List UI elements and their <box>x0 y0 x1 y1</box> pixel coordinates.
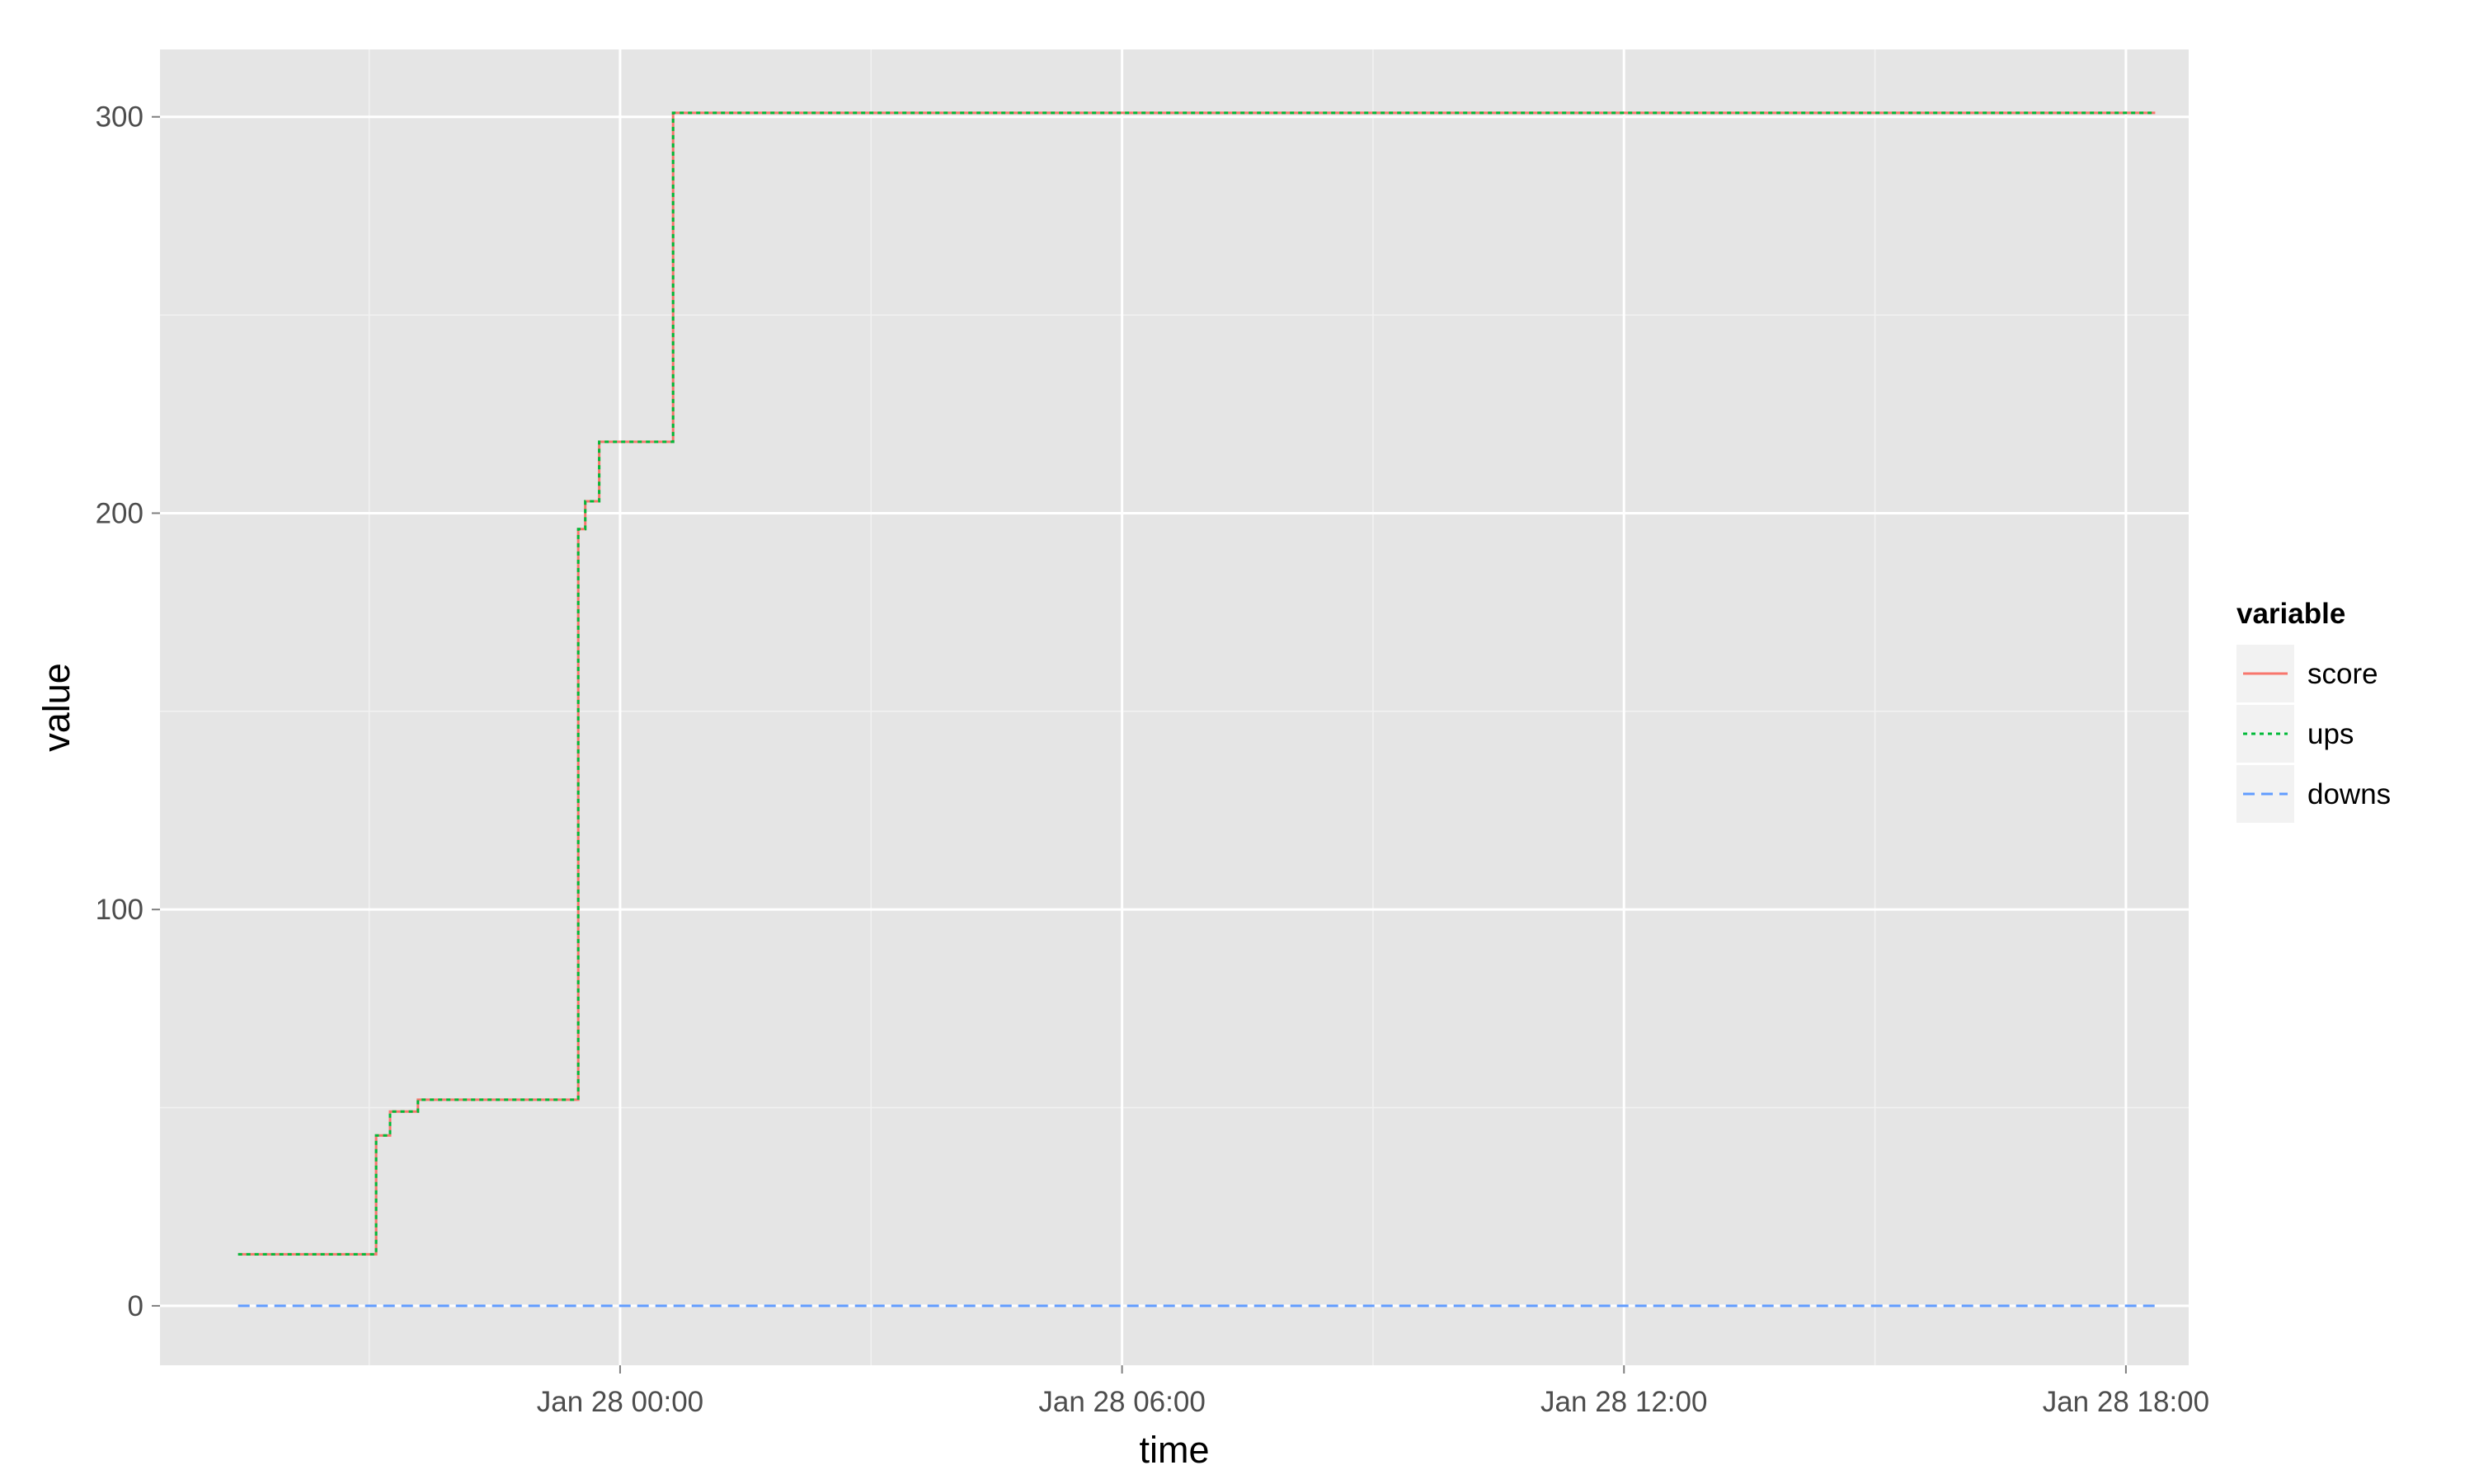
y-tick-label: 300 <box>96 101 143 134</box>
major-grid-x <box>618 49 2128 1365</box>
y-tick-label: 0 <box>128 1290 143 1322</box>
x-tick-label: Jan 28 18:00 <box>2043 1386 2209 1418</box>
y-axis: 0 100 200 300 <box>96 101 160 1322</box>
series-line-ups <box>238 111 2156 1256</box>
y-axis-title: value <box>35 663 78 752</box>
x-axis-title: time <box>1139 1429 1209 1471</box>
legend-label-score: score <box>2307 658 2378 690</box>
x-axis: Jan 28 00:00 Jan 28 06:00 Jan 28 12:00 Jan … <box>537 1365 2209 1418</box>
legend: variable score ups downs <box>2236 598 2391 823</box>
minor-grid-y <box>160 314 2189 1109</box>
legend-items: score ups downs <box>2236 645 2391 823</box>
x-tick-label: Jan 28 06:00 <box>1038 1386 1205 1418</box>
major-grid-y <box>160 115 2189 1308</box>
y-tick-label: 200 <box>96 497 143 529</box>
plot-background <box>160 49 2189 1365</box>
minor-grid-x <box>368 49 1876 1365</box>
legend-label-ups: ups <box>2307 718 2354 750</box>
y-tick-label: 100 <box>96 894 143 926</box>
x-tick-label: Jan 28 00:00 <box>537 1386 703 1418</box>
x-tick-label: Jan 28 12:00 <box>1540 1386 1707 1418</box>
legend-title: variable <box>2236 598 2345 630</box>
series-layer <box>238 111 2156 1308</box>
legend-label-downs: downs <box>2307 778 2391 810</box>
